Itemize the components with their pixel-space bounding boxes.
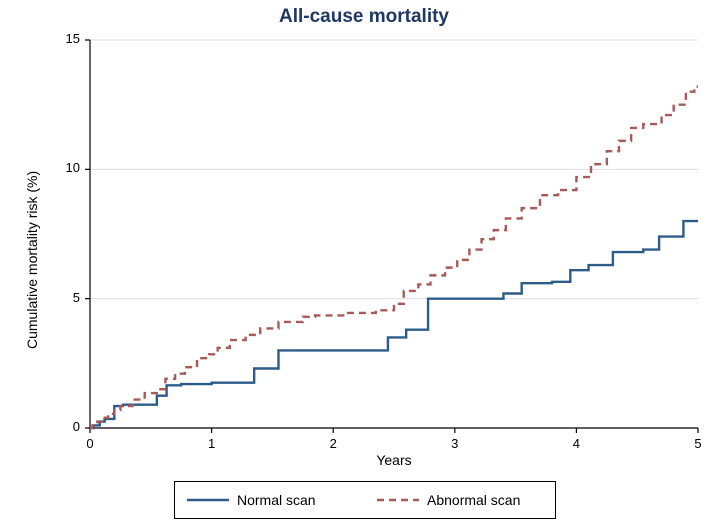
x-tick-label: 5	[688, 436, 708, 451]
legend-label-abnormal: Abnormal scan	[427, 492, 520, 508]
plot-area	[0, 0, 728, 525]
y-tick-label: 0	[73, 419, 80, 434]
y-tick-label: 10	[66, 160, 80, 175]
x-tick-label: 2	[323, 436, 343, 451]
legend-item-abnormal: Abnormal scan	[377, 482, 520, 518]
x-tick-label: 1	[202, 436, 222, 451]
legend: Normal scan Abnormal scan	[174, 481, 556, 519]
legend-item-normal: Normal scan	[187, 482, 316, 518]
x-tick-label: 4	[566, 436, 586, 451]
y-tick-label: 15	[66, 31, 80, 46]
legend-swatch-abnormal	[377, 493, 419, 507]
legend-swatch-normal	[187, 493, 229, 507]
legend-label-normal: Normal scan	[237, 492, 316, 508]
y-tick-label: 5	[73, 290, 80, 305]
x-tick-label: 0	[80, 436, 100, 451]
x-tick-label: 3	[445, 436, 465, 451]
chart-container: { "title": { "text": "All-cause mortalit…	[0, 0, 728, 525]
